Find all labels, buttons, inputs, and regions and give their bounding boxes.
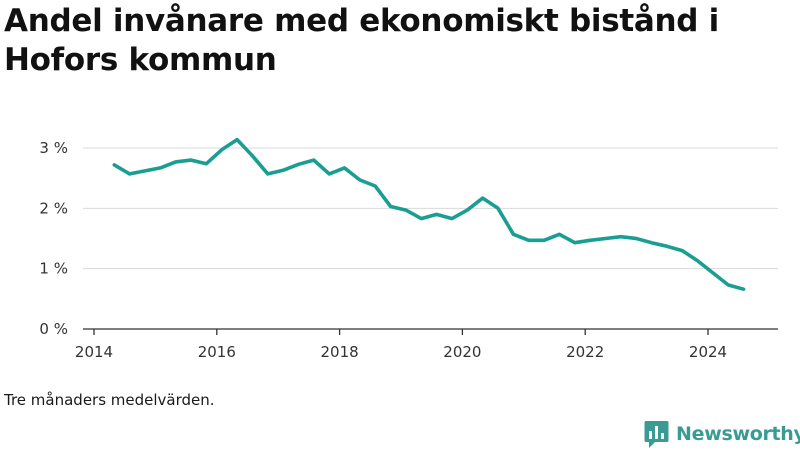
chart-title: Andel invånare med ekonomiskt bistånd i … bbox=[4, 3, 719, 78]
x-tick-label: 2022 bbox=[566, 343, 604, 361]
brand-logo[interactable]: Newsworthy bbox=[644, 419, 800, 449]
newsworthy-logo-icon bbox=[644, 420, 669, 448]
y-axis-labels: 0 % 1 % 2 % 3 % bbox=[39, 139, 68, 338]
series-layer bbox=[112, 137, 746, 292]
y-tick-label: 3 % bbox=[39, 139, 68, 157]
x-axis: 2014 2016 2018 2020 2022 2024 bbox=[75, 328, 778, 361]
chart-note: Tre månaders medelvärden. bbox=[4, 391, 215, 409]
x-tick-label: 2024 bbox=[689, 343, 727, 361]
series-line bbox=[112, 137, 746, 292]
y-tick-label: 0 % bbox=[39, 320, 68, 338]
y-tick-label: 1 % bbox=[39, 260, 68, 278]
y-tick-label: 2 % bbox=[39, 199, 68, 217]
x-tick-label: 2016 bbox=[198, 343, 236, 361]
x-tick-label: 2020 bbox=[443, 343, 481, 361]
brand-name: Newsworthy bbox=[676, 423, 800, 445]
grid-lines bbox=[83, 147, 778, 270]
x-tick-label: 2018 bbox=[321, 343, 359, 361]
x-tick-label: 2014 bbox=[75, 343, 113, 361]
